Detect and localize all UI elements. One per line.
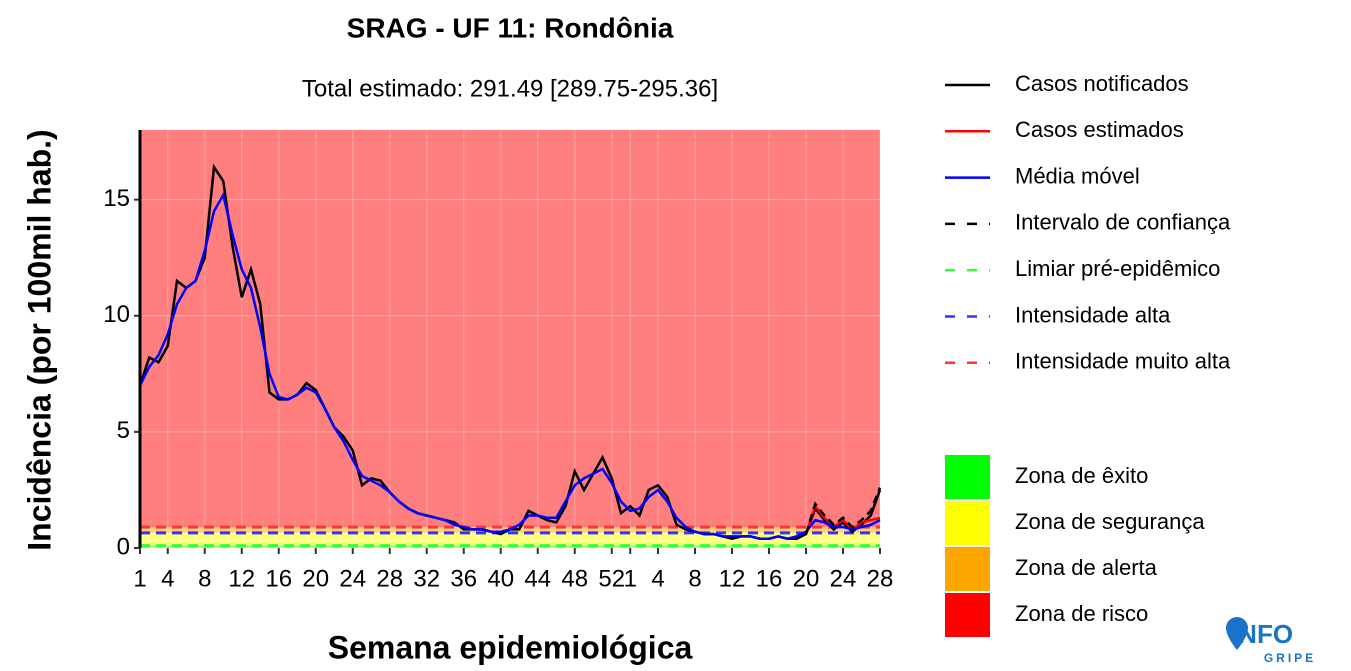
- series-line: [804, 487, 882, 535]
- x-tick-label: 52: [598, 565, 625, 592]
- y-axis-label: Incidência (por 100mil hab.): [21, 129, 57, 550]
- x-tick-label: 20: [793, 565, 820, 592]
- x-tick-label: 4: [651, 565, 664, 592]
- y-tick-label: 0: [117, 533, 130, 560]
- x-tick-label: 1: [624, 565, 637, 592]
- chart-subtitle: Total estimado: 291.49 [289.75-295.36]: [302, 75, 718, 102]
- x-tick-label: 16: [265, 565, 292, 592]
- x-tick-label: 40: [487, 565, 514, 592]
- legend-label: Casos estimados: [1015, 117, 1184, 142]
- x-tick-label: 4: [161, 565, 174, 592]
- y-tick-label: 5: [117, 417, 130, 444]
- x-tick-label: 28: [867, 565, 894, 592]
- x-tick-label: 44: [524, 565, 551, 592]
- legend-label: Intensidade alta: [1015, 302, 1171, 327]
- x-tick-label: 48: [561, 565, 588, 592]
- series-line: [804, 503, 881, 535]
- legend-swatch: [945, 501, 990, 545]
- logo-sub: GRIPE: [1264, 651, 1316, 665]
- x-tick-label: 24: [830, 565, 857, 592]
- chart-title: SRAG - UF 11: Rondônia: [347, 12, 674, 43]
- x-tick-label: 12: [228, 565, 255, 592]
- x-tick-label: 32: [413, 565, 440, 592]
- legend-swatch: [945, 593, 990, 637]
- y-tick-label: 10: [103, 301, 130, 328]
- legend-label: Casos notificados: [1015, 71, 1189, 96]
- x-tick-label: 8: [198, 565, 211, 592]
- legend-label: Intervalo de confiança: [1015, 210, 1231, 235]
- legend-label: Média móvel: [1015, 163, 1140, 188]
- legend-swatch: [945, 455, 990, 499]
- legend-label: Zona de êxito: [1015, 463, 1148, 488]
- legend-label: Zona de segurança: [1015, 509, 1205, 534]
- y-tick-label: 15: [103, 185, 130, 212]
- legend-label: Intensidade muito alta: [1015, 349, 1231, 374]
- x-tick-label: 8: [688, 565, 701, 592]
- x-tick-label: 20: [302, 565, 329, 592]
- x-tick-label: 16: [756, 565, 783, 592]
- x-tick-label: 1: [133, 565, 146, 592]
- legend-label: Limiar pré-epidêmico: [1015, 256, 1220, 281]
- x-tick-label: 28: [376, 565, 403, 592]
- legend-label: Zona de risco: [1015, 601, 1148, 626]
- legend-swatch: [945, 547, 990, 591]
- x-tick-label: 36: [450, 565, 477, 592]
- x-tick-label: 24: [339, 565, 366, 592]
- x-axis-label: Semana epidemiológica: [328, 629, 693, 665]
- logo-pin: [1226, 617, 1248, 650]
- series-line: [138, 191, 881, 540]
- legend-label: Zona de alerta: [1015, 555, 1158, 580]
- zone-band: [140, 532, 880, 546]
- x-tick-label: 12: [719, 565, 746, 592]
